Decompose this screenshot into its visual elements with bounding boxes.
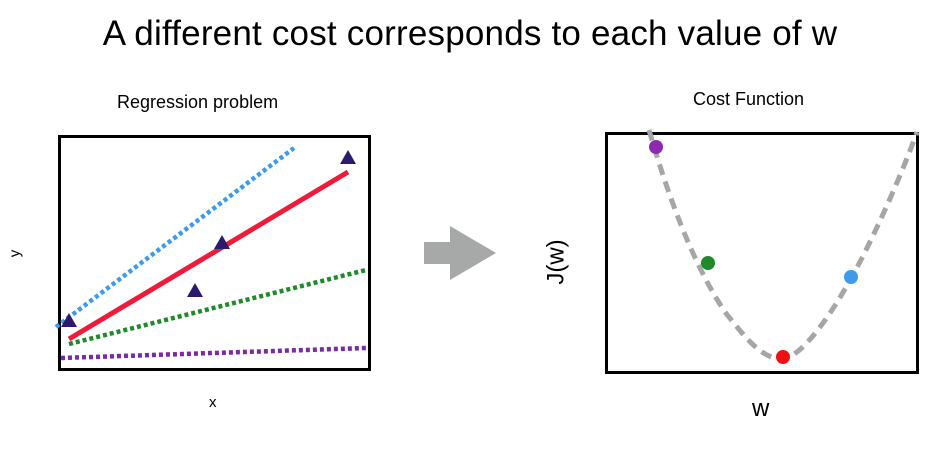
cost-function-plot <box>605 129 920 374</box>
cost-function-heading: Cost Function <box>693 89 805 109</box>
blue-candidate-line <box>54 146 296 329</box>
blue-cost-point <box>844 270 858 284</box>
data-point-triangle <box>61 313 77 327</box>
cost-y-axis-label: J(w) <box>542 239 570 285</box>
regression-plot-frame <box>58 135 371 371</box>
arrow-graphic <box>424 226 496 280</box>
slide-title: A different cost corresponds to each val… <box>102 14 838 53</box>
data-point-triangle <box>214 235 230 249</box>
regression-heading: Regression problem <box>117 92 279 112</box>
regression-y-axis-label: y <box>6 249 24 258</box>
green-candidate-line <box>68 267 367 347</box>
data-point-triangle <box>187 283 203 297</box>
purple-candidate-line <box>60 345 367 361</box>
regression-plot <box>54 135 371 371</box>
cost-plot-frame <box>605 132 919 374</box>
red-best-fit-line <box>67 169 350 342</box>
data-point-triangle <box>340 150 356 164</box>
red-cost-point <box>776 350 790 364</box>
green-cost-point <box>701 256 715 270</box>
cost-x-axis-label: w <box>752 395 770 422</box>
regression-x-axis-label: x <box>209 394 217 411</box>
cost-curve <box>646 129 920 362</box>
purple-cost-point <box>649 140 663 154</box>
right-arrow-icon <box>424 226 496 280</box>
